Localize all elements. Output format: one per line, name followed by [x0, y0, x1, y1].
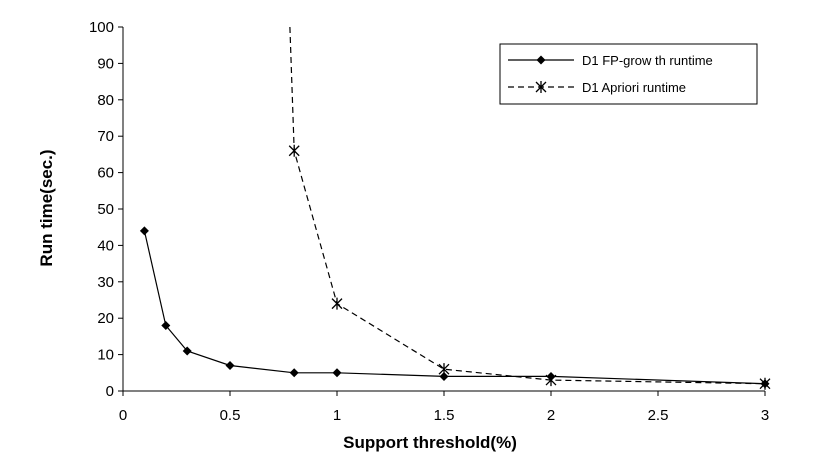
x-axis-ticks: 0 0.5 1 1.5 2 2.5 3 [119, 391, 769, 424]
x-tick-label: 1 [333, 407, 341, 424]
legend-label-fp-growth: D1 FP-grow th runtime [582, 53, 713, 68]
y-axis-title: Run time(sec.) [37, 149, 56, 266]
data-point [288, 144, 300, 157]
series-fp-growth [139, 226, 770, 389]
legend-marker [535, 81, 547, 93]
y-tick-label: 60 [97, 165, 114, 182]
y-tick-label: 20 [97, 310, 114, 327]
series-layer [139, 26, 771, 390]
x-tick-label: 2 [547, 407, 555, 424]
x-tick-label: 0.5 [220, 407, 241, 424]
y-tick-label: 40 [97, 237, 114, 254]
y-tick-label: 50 [97, 201, 114, 218]
data-point [289, 368, 299, 378]
legend: D1 FP-grow th runtime D1 Apriori runtime [499, 43, 758, 105]
data-point [439, 371, 449, 381]
series-line [289, 26, 766, 385]
data-point [331, 297, 343, 310]
series-line [143, 230, 766, 385]
x-tick-label: 0 [119, 407, 127, 424]
data-point [759, 377, 771, 390]
y-tick-label: 0 [106, 383, 114, 400]
data-point [545, 374, 557, 387]
y-tick-label: 30 [97, 274, 114, 291]
x-tick-label: 3 [761, 407, 769, 424]
legend-box [499, 43, 758, 105]
y-tick-label: 100 [89, 19, 114, 36]
plot-area: 0 10 20 30 40 50 60 70 80 90 100 0 0.5 1 1.5 2 2.5 3 [89, 19, 771, 424]
data-point [438, 363, 450, 376]
legend-marker [536, 55, 546, 65]
data-point [139, 226, 149, 236]
data-point [161, 320, 171, 330]
y-tick-label: 80 [97, 92, 114, 109]
x-axis-title: Support threshold(%) [343, 433, 517, 452]
x-tick-label: 1.5 [434, 407, 455, 424]
y-axis-ticks: 0 10 20 30 40 50 60 70 80 90 100 [89, 19, 123, 400]
data-point [182, 346, 192, 356]
legend-key-apriori [508, 81, 574, 93]
legend-key-fp-growth [508, 55, 574, 65]
data-point [332, 368, 342, 378]
y-tick-label: 70 [97, 128, 114, 145]
y-tick-label: 90 [97, 55, 114, 72]
x-tick-label: 2.5 [648, 407, 669, 424]
data-point [225, 361, 235, 371]
y-tick-label: 10 [97, 347, 114, 364]
legend-label-apriori: D1 Apriori runtime [582, 80, 686, 95]
series-apriori [288, 26, 771, 390]
